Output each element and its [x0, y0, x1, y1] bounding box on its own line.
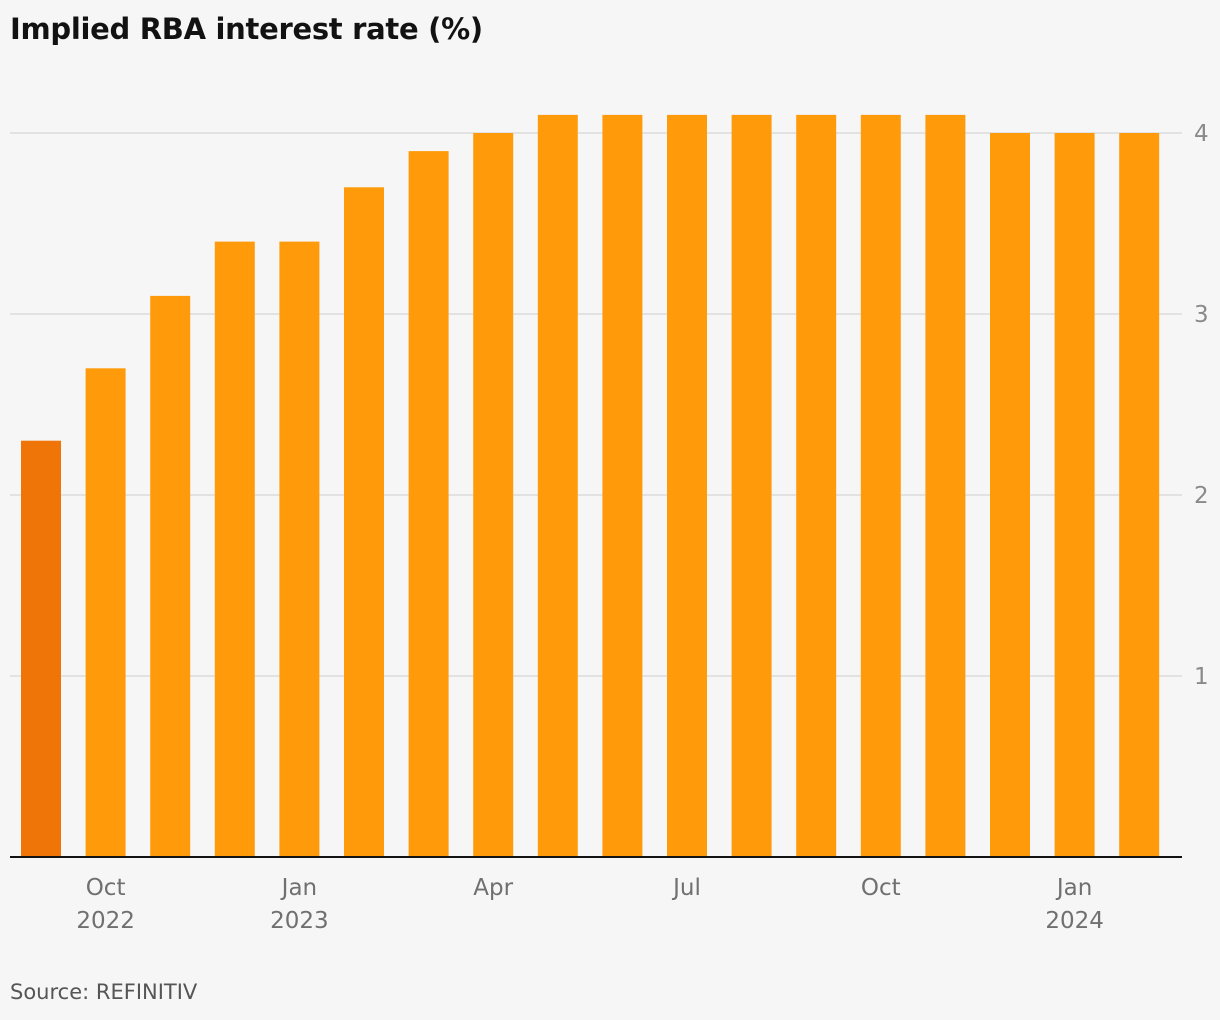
bar [925, 114, 966, 857]
bar [473, 133, 514, 857]
x-tick-year-label: 2024 [1045, 908, 1104, 934]
bar [1119, 133, 1160, 857]
y-tick-label: 3 [1194, 302, 1209, 328]
bar [150, 295, 191, 857]
bar [537, 114, 578, 857]
bar [214, 241, 255, 858]
y-tick-label: 1 [1194, 664, 1209, 690]
y-tick-label: 2 [1194, 483, 1209, 509]
x-tick-label: Jan [280, 875, 317, 901]
bar [408, 151, 449, 858]
x-tick-label: Oct [861, 875, 901, 901]
x-tick-label: Jul [671, 875, 701, 901]
bar [279, 241, 320, 858]
chart-title: Implied RBA interest rate (%) [10, 12, 483, 46]
x-tick-year-label: 2023 [270, 908, 329, 934]
bar [990, 133, 1030, 857]
bar [344, 187, 384, 858]
bar [731, 114, 772, 857]
bar [796, 114, 837, 857]
y-tick-label: 4 [1194, 121, 1209, 147]
x-axis-ticks: Oct 2022 Jan 2023 Apr Jul Oct Jan 2024 [76, 875, 1104, 934]
source-note: Source: REFINITIV [10, 980, 198, 1004]
bars [21, 114, 1160, 858]
bar [21, 440, 61, 857]
x-tick-label: Oct [86, 875, 126, 901]
x-tick-label: Jan [1055, 875, 1092, 901]
bar [602, 114, 643, 857]
bar [860, 114, 901, 857]
x-tick-year-label: 2022 [76, 908, 135, 934]
bar [85, 368, 126, 857]
bar [667, 114, 707, 857]
bar [1054, 133, 1095, 857]
bar-chart: 1 2 3 4 Oct 2022 Jan 2023 Apr Jul Oct Jan 2024 [10, 114, 1209, 934]
x-tick-label: Apr [473, 875, 513, 901]
gridlines [10, 132, 1182, 677]
y-axis-ticks: 1 2 3 4 [1194, 121, 1209, 690]
